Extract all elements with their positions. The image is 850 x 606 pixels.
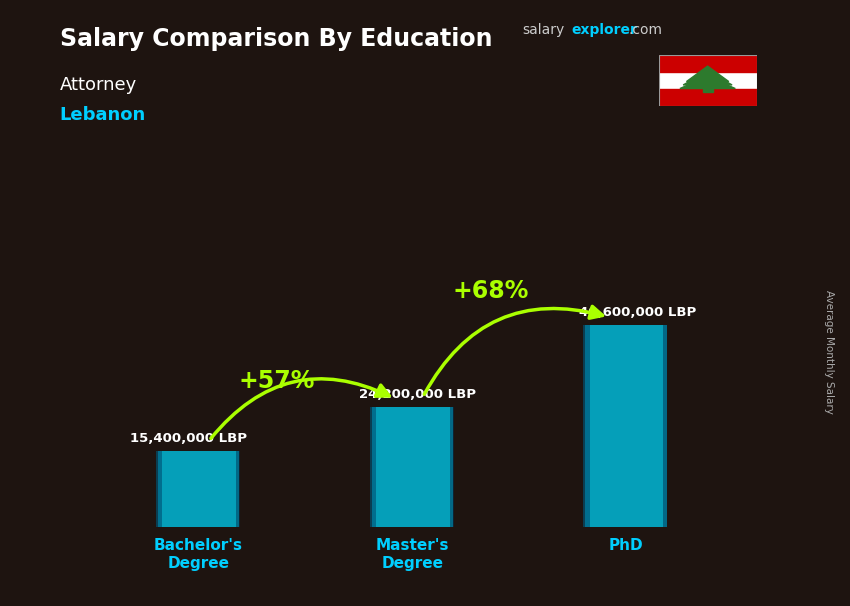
FancyBboxPatch shape [450, 407, 454, 527]
Polygon shape [687, 66, 728, 82]
Text: 40,600,000 LBP: 40,600,000 LBP [579, 306, 696, 319]
Text: Average Monthly Salary: Average Monthly Salary [824, 290, 834, 413]
Polygon shape [680, 76, 735, 88]
FancyBboxPatch shape [583, 325, 590, 527]
Text: +68%: +68% [452, 279, 529, 303]
Text: salary: salary [523, 23, 565, 37]
Text: Salary Comparison By Education: Salary Comparison By Education [60, 27, 492, 52]
Text: Lebanon: Lebanon [60, 106, 145, 124]
FancyBboxPatch shape [370, 407, 377, 527]
FancyBboxPatch shape [663, 325, 667, 527]
Text: 15,400,000 LBP: 15,400,000 LBP [130, 431, 247, 445]
Polygon shape [683, 72, 732, 85]
FancyBboxPatch shape [158, 451, 239, 527]
FancyBboxPatch shape [586, 325, 666, 527]
FancyBboxPatch shape [156, 451, 162, 527]
Bar [703, 85, 712, 92]
Bar [659, 55, 756, 72]
Text: Attorney: Attorney [60, 76, 137, 94]
FancyBboxPatch shape [235, 451, 240, 527]
FancyBboxPatch shape [371, 407, 453, 527]
Text: explorer: explorer [571, 23, 638, 37]
Text: .com: .com [628, 23, 662, 37]
Text: +57%: +57% [238, 368, 314, 393]
Text: 24,200,000 LBP: 24,200,000 LBP [359, 388, 476, 401]
Bar [659, 89, 756, 106]
